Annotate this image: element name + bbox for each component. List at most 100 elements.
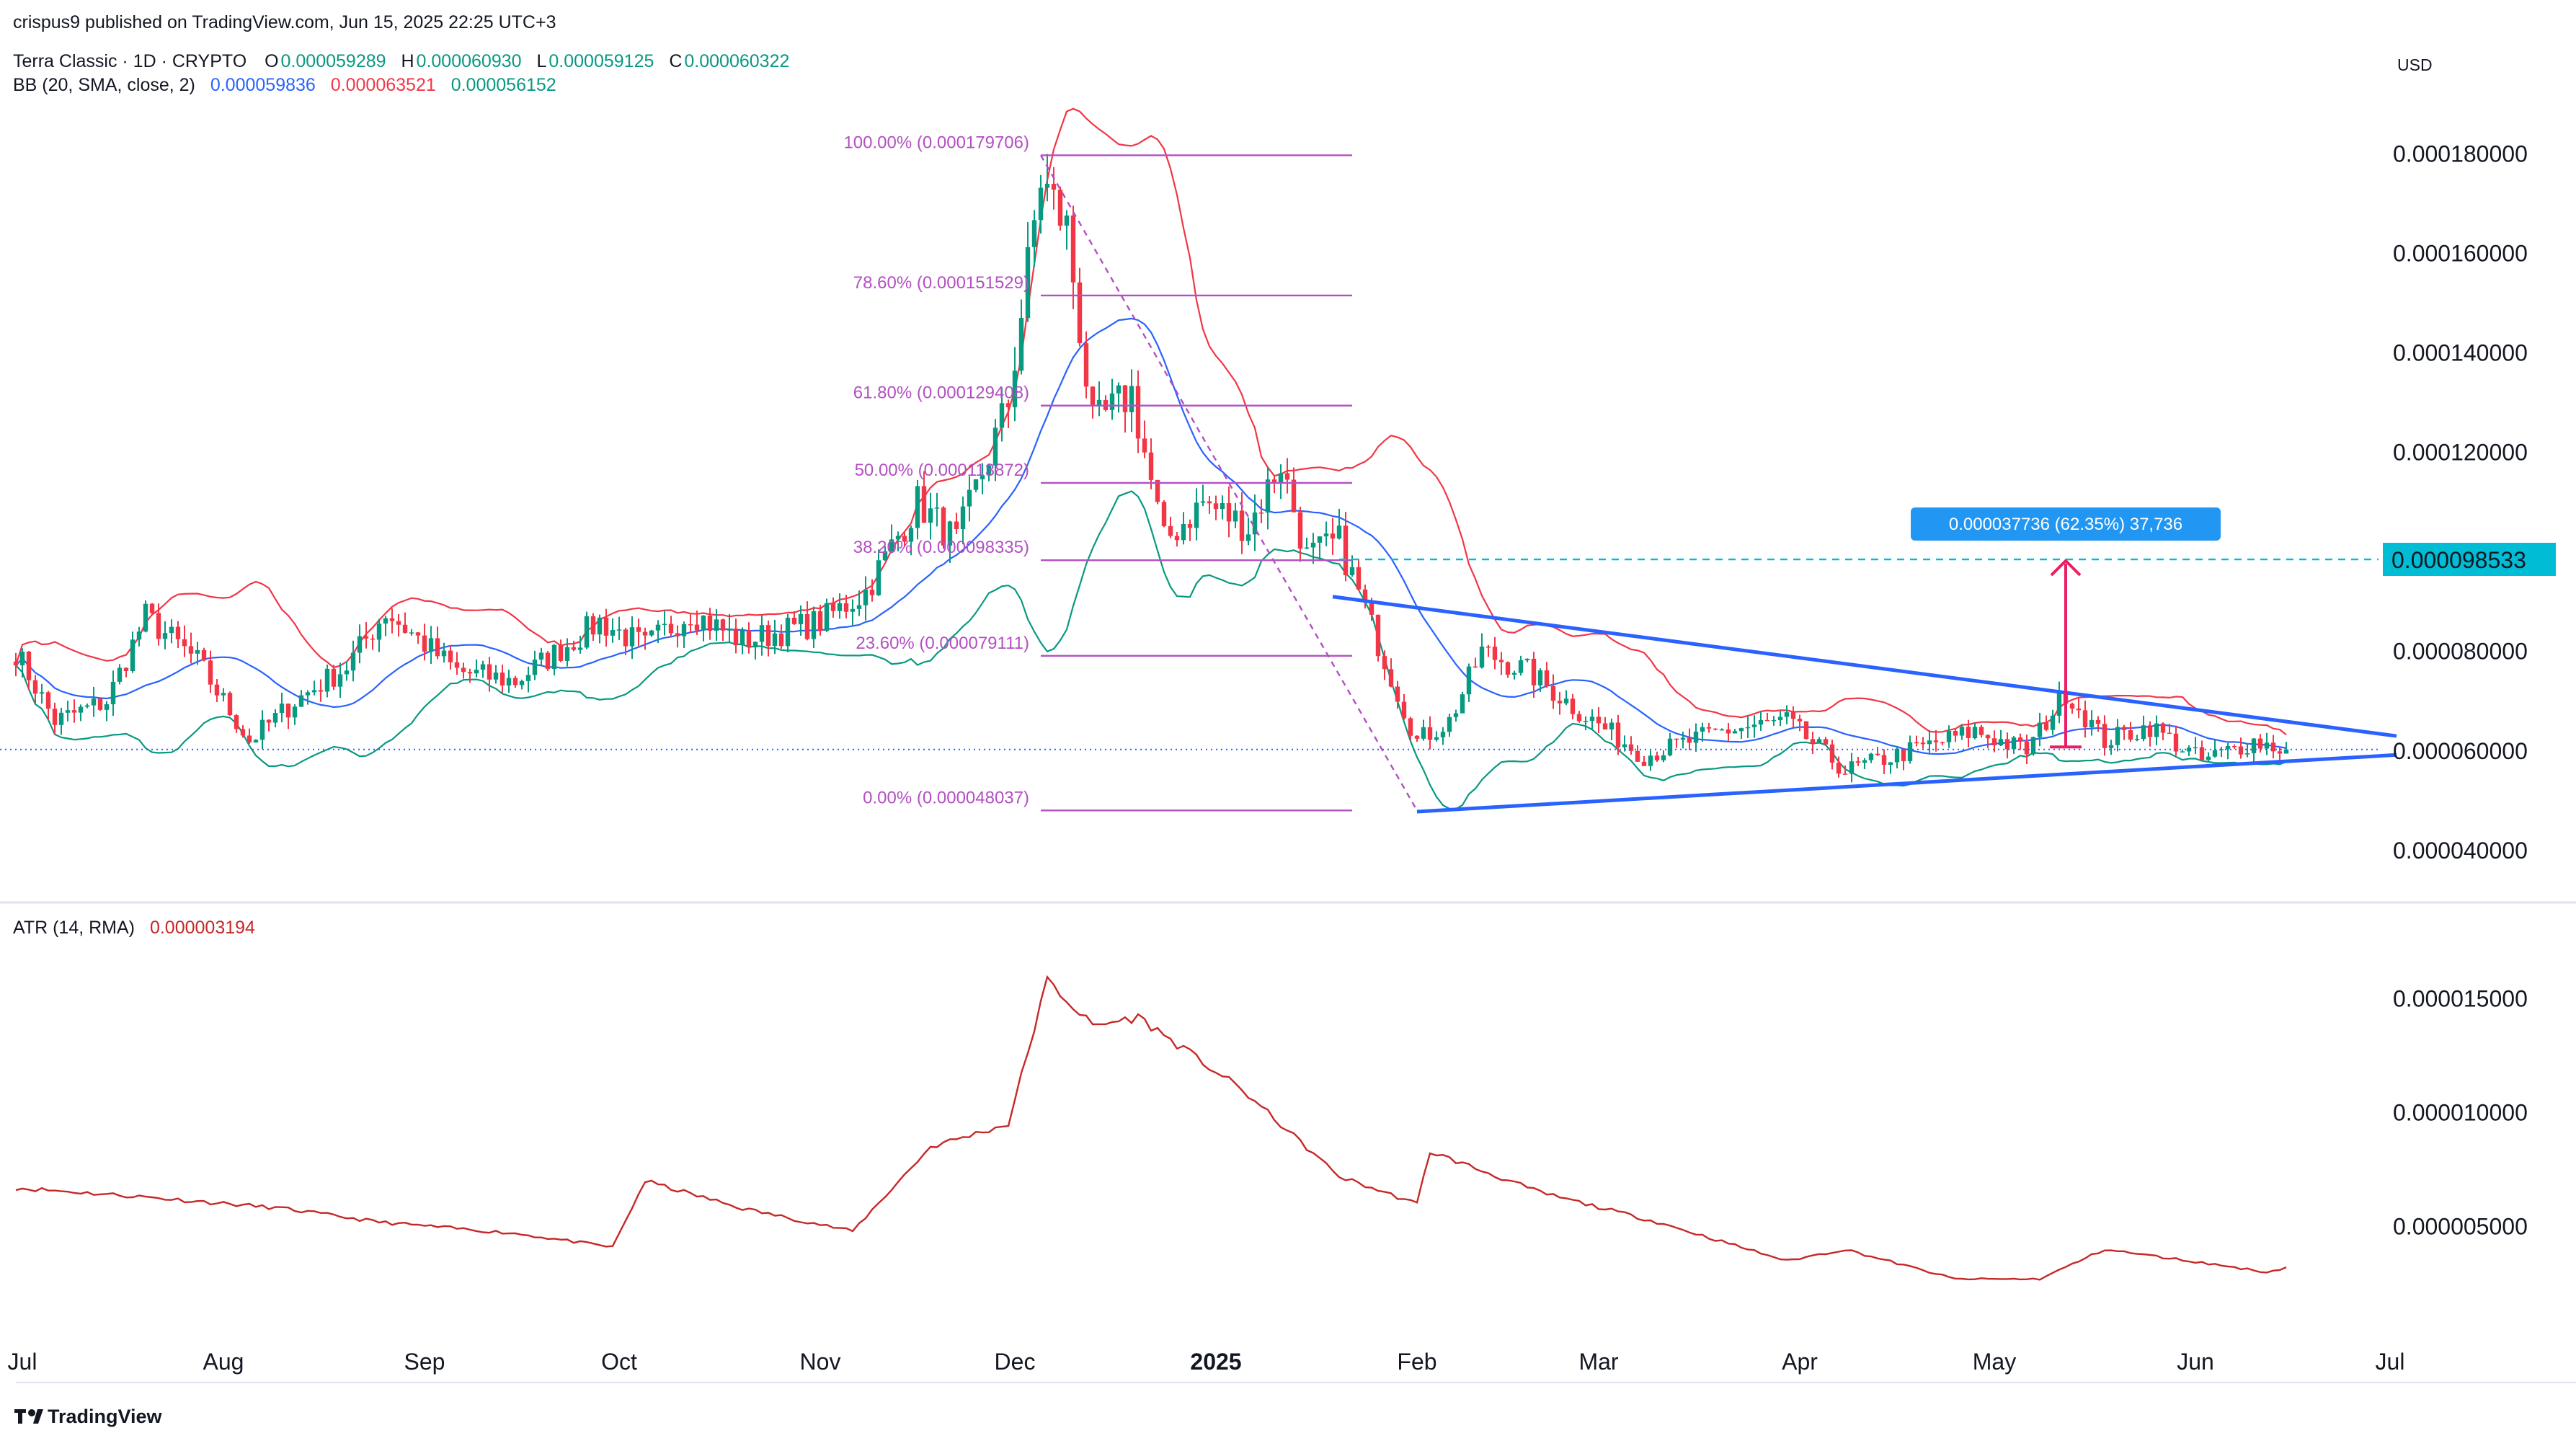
candle[interactable] [1732,729,1738,734]
candle[interactable] [2017,733,2023,750]
candle[interactable] [1719,728,1725,731]
candle[interactable] [830,597,836,618]
candle[interactable] [422,624,427,661]
candle[interactable] [78,704,84,722]
candle[interactable] [383,616,388,636]
candle[interactable] [221,688,226,702]
candle[interactable] [84,704,90,709]
candle[interactable] [461,662,466,679]
candle[interactable] [2283,742,2289,754]
candle[interactable] [960,496,966,545]
candle[interactable] [590,613,596,641]
candle[interactable] [1142,420,1147,458]
candle[interactable] [493,665,499,684]
candle[interactable] [701,615,706,642]
candle[interactable] [279,692,285,723]
candle[interactable] [156,603,161,646]
candle[interactable] [1920,737,1926,749]
candle[interactable] [1589,709,1595,729]
candle[interactable] [389,608,395,634]
candle[interactable] [409,629,414,636]
candle[interactable] [1868,753,1874,763]
candle[interactable] [402,612,408,634]
candle[interactable] [253,739,259,743]
candle[interactable] [2089,710,2095,736]
candle[interactable] [681,621,687,648]
candle[interactable] [1544,662,1550,688]
candle[interactable] [19,648,25,678]
candle[interactable] [1258,499,1264,523]
candle[interactable] [629,616,635,660]
candle[interactable] [1713,728,1718,731]
candle[interactable] [1745,716,1751,738]
candle[interactable] [2095,716,2101,732]
candle[interactable] [889,524,894,554]
candle[interactable] [1693,723,1699,752]
candle[interactable] [1135,370,1141,453]
candle[interactable] [1304,537,1310,549]
candle[interactable] [1511,670,1517,680]
candle[interactable] [130,631,136,673]
candle[interactable] [1174,532,1180,547]
candle[interactable] [778,624,784,649]
candle[interactable] [1181,512,1186,545]
candle[interactable] [1784,705,1790,724]
candle[interactable] [240,725,246,738]
candle[interactable] [882,546,888,561]
candle[interactable] [1031,210,1037,267]
candle[interactable] [2011,736,2017,754]
candle[interactable] [1959,724,1965,740]
candle[interactable] [973,479,979,492]
candle[interactable] [1200,484,1206,507]
candle[interactable] [2193,737,2198,755]
candle[interactable] [2004,732,2010,759]
candle[interactable] [915,479,920,540]
candle[interactable] [1635,745,1640,763]
candle[interactable] [564,638,570,667]
candle[interactable] [2141,715,2146,742]
candle[interactable] [1447,714,1452,737]
candle[interactable] [1576,711,1582,723]
candle[interactable] [1966,719,1971,747]
candle[interactable] [247,728,252,744]
candle[interactable] [363,622,369,649]
candle[interactable] [136,626,142,647]
candle[interactable] [214,679,220,703]
candle[interactable] [1706,722,1712,733]
candle[interactable] [285,703,291,729]
candle[interactable] [662,610,667,636]
candle[interactable] [2180,749,2185,753]
candle[interactable] [1537,668,1543,692]
candle[interactable] [1440,727,1446,745]
candle[interactable] [752,641,758,660]
candle[interactable] [1252,494,1258,551]
candle[interactable] [1726,722,1731,741]
candle[interactable] [1531,652,1537,698]
candle[interactable] [532,650,538,680]
candle[interactable] [1855,757,1861,766]
candle[interactable] [1978,724,1984,738]
candle[interactable] [1323,521,1329,546]
candle[interactable] [1064,210,1070,250]
candle[interactable] [324,664,330,698]
candle[interactable] [1927,729,1932,753]
candle[interactable] [954,513,959,535]
candle[interactable] [804,601,810,641]
candle[interactable] [1901,748,1906,771]
candle[interactable] [610,618,616,643]
candle[interactable] [1583,716,1589,731]
fib-trend-line[interactable] [1039,154,1418,811]
candle[interactable] [1109,378,1115,420]
candle[interactable] [1434,731,1439,742]
candle[interactable] [272,709,278,727]
candle[interactable] [1005,399,1011,428]
candle[interactable] [1155,479,1160,505]
candle[interactable] [1790,706,1796,727]
candle[interactable] [169,619,174,644]
candle[interactable] [1654,751,1660,762]
candle[interactable] [58,707,64,735]
candle[interactable] [694,610,700,635]
candle[interactable] [1317,536,1323,560]
candle[interactable] [1129,369,1134,432]
candle[interactable] [487,657,492,692]
